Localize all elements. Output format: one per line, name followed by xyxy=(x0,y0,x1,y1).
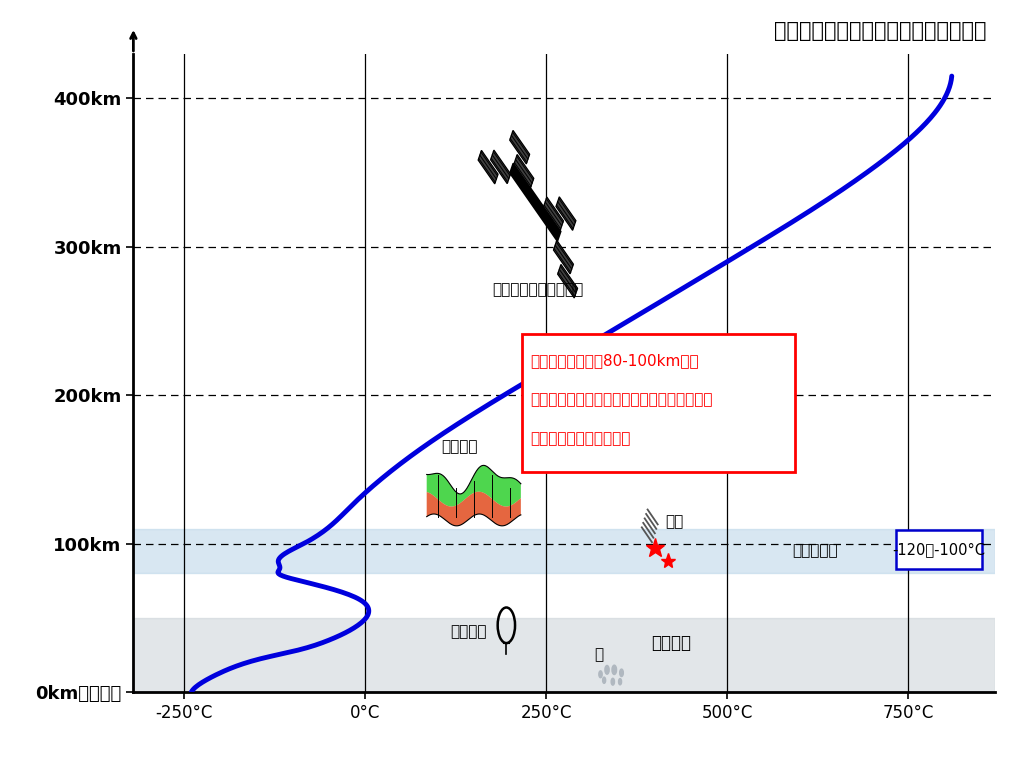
Text: 雲: 雲 xyxy=(595,647,604,662)
Polygon shape xyxy=(427,465,521,507)
Polygon shape xyxy=(558,265,578,298)
Circle shape xyxy=(605,665,609,674)
Polygon shape xyxy=(544,197,563,231)
Polygon shape xyxy=(514,155,534,188)
Polygon shape xyxy=(553,241,574,274)
Polygon shape xyxy=(478,150,498,184)
Text: 「渚」にも例えられる。: 「渚」にも例えられる。 xyxy=(530,431,631,446)
Text: 国際宇宙ステーション: 国際宇宙ステーション xyxy=(491,282,583,298)
Text: 流星: 流星 xyxy=(666,514,684,529)
Text: 中間圈界面: 中間圈界面 xyxy=(792,544,838,558)
Polygon shape xyxy=(490,150,511,184)
Circle shape xyxy=(602,677,605,684)
FancyBboxPatch shape xyxy=(896,531,982,569)
Circle shape xyxy=(619,678,622,685)
Circle shape xyxy=(599,671,602,677)
Polygon shape xyxy=(427,491,521,526)
Text: 観渫気球: 観渫気球 xyxy=(450,624,487,639)
Polygon shape xyxy=(510,163,561,241)
Circle shape xyxy=(611,678,615,685)
Bar xyxy=(133,618,995,692)
Text: オーロラ: オーロラ xyxy=(441,440,478,454)
Text: -120～-100°C: -120～-100°C xyxy=(893,542,986,557)
Polygon shape xyxy=(556,197,576,231)
Text: 中間圈界面付近（80-100km）は: 中間圈界面付近（80-100km）は xyxy=(530,354,699,368)
Bar xyxy=(133,529,995,574)
Circle shape xyxy=(611,665,617,674)
FancyBboxPatch shape xyxy=(521,335,795,472)
Polygon shape xyxy=(510,131,529,164)
Text: 地球で最も低温な領域で、宇宙と地球大気の: 地球で最も低温な領域で、宇宙と地球大気の xyxy=(530,392,713,407)
Text: 南極・昭和基地の夏の大気の温度変化: 南極・昭和基地の夏の大気の温度変化 xyxy=(774,21,987,41)
Circle shape xyxy=(620,669,624,677)
Text: オゾン層: オゾン層 xyxy=(652,634,692,651)
